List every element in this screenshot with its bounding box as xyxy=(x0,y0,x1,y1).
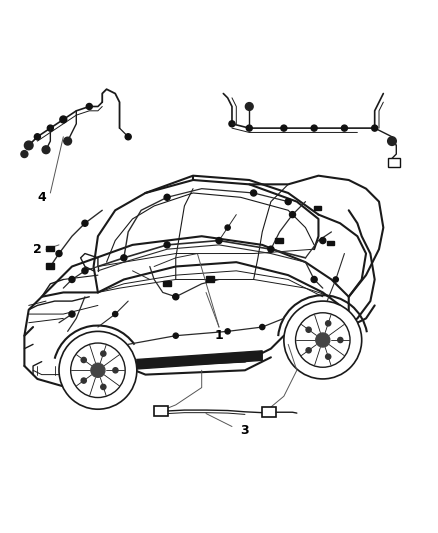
Circle shape xyxy=(388,137,396,146)
Circle shape xyxy=(245,103,253,110)
Circle shape xyxy=(69,311,75,317)
Circle shape xyxy=(306,348,311,353)
Circle shape xyxy=(229,121,235,127)
Circle shape xyxy=(290,212,296,217)
Bar xyxy=(314,206,321,211)
Circle shape xyxy=(338,337,343,343)
Circle shape xyxy=(260,325,265,329)
Circle shape xyxy=(86,103,92,109)
Text: 1: 1 xyxy=(215,329,223,342)
Circle shape xyxy=(125,134,131,140)
Circle shape xyxy=(113,311,118,317)
Circle shape xyxy=(82,268,88,274)
Circle shape xyxy=(101,351,106,356)
Bar xyxy=(163,281,171,286)
Circle shape xyxy=(225,225,230,230)
Circle shape xyxy=(81,358,86,362)
Circle shape xyxy=(325,354,331,359)
Circle shape xyxy=(246,125,252,131)
Bar xyxy=(275,238,283,243)
Circle shape xyxy=(25,141,33,150)
Circle shape xyxy=(285,199,291,205)
Circle shape xyxy=(113,368,118,373)
Circle shape xyxy=(296,313,350,367)
Circle shape xyxy=(59,332,137,409)
Circle shape xyxy=(121,255,127,261)
Text: 2: 2 xyxy=(33,243,42,256)
Circle shape xyxy=(47,125,53,131)
Circle shape xyxy=(316,333,330,347)
Circle shape xyxy=(216,238,222,244)
Text: 4: 4 xyxy=(37,191,46,204)
Circle shape xyxy=(101,384,106,390)
Circle shape xyxy=(225,329,230,334)
Circle shape xyxy=(311,277,317,282)
Circle shape xyxy=(91,364,105,377)
Text: 3: 3 xyxy=(240,424,249,438)
Polygon shape xyxy=(137,351,262,369)
Bar xyxy=(262,407,276,417)
Circle shape xyxy=(333,277,338,282)
Circle shape xyxy=(21,151,28,158)
Circle shape xyxy=(56,251,62,256)
Bar xyxy=(154,406,168,416)
Circle shape xyxy=(69,277,75,282)
Circle shape xyxy=(173,333,178,338)
Circle shape xyxy=(251,190,257,196)
Circle shape xyxy=(311,125,317,131)
Circle shape xyxy=(60,116,67,123)
Bar xyxy=(327,240,334,245)
Circle shape xyxy=(64,137,71,145)
Circle shape xyxy=(325,321,331,326)
Circle shape xyxy=(341,125,347,131)
Circle shape xyxy=(81,378,86,383)
Circle shape xyxy=(71,343,125,398)
Circle shape xyxy=(281,125,287,131)
Circle shape xyxy=(164,195,170,200)
Bar xyxy=(206,277,214,281)
Circle shape xyxy=(306,327,311,332)
Circle shape xyxy=(372,125,378,131)
Bar xyxy=(388,158,400,167)
Bar xyxy=(46,263,54,269)
Circle shape xyxy=(82,220,88,227)
Circle shape xyxy=(173,294,179,300)
Circle shape xyxy=(34,134,40,140)
Circle shape xyxy=(284,301,362,379)
Bar xyxy=(46,246,54,252)
Circle shape xyxy=(164,242,170,248)
Circle shape xyxy=(42,146,50,154)
Circle shape xyxy=(320,238,326,244)
Circle shape xyxy=(268,246,274,252)
